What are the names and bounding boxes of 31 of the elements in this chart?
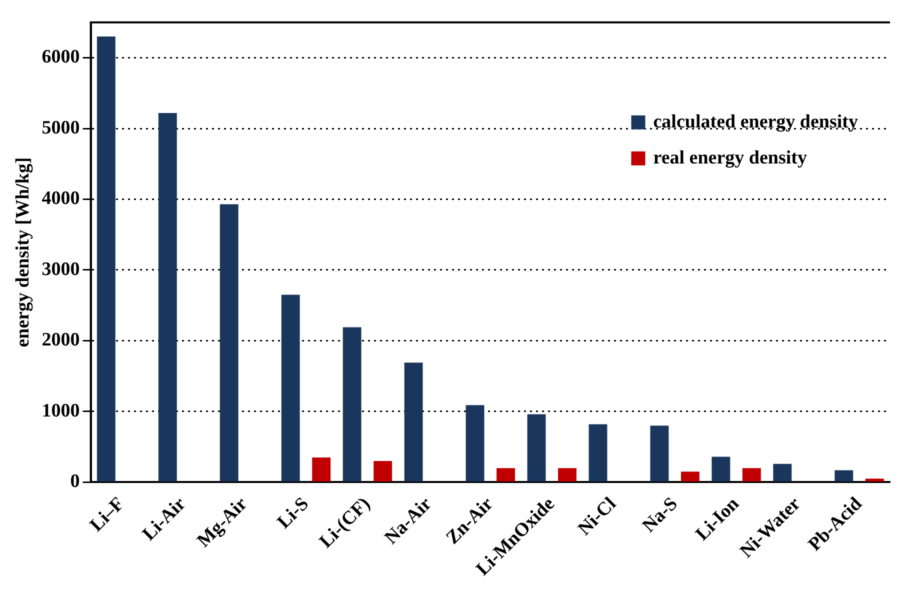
bar: [773, 464, 792, 482]
y-tick-label: 2000: [42, 330, 80, 351]
bar: [281, 294, 300, 482]
y-tick-label: 6000: [42, 46, 80, 68]
bar: [834, 470, 854, 482]
bar: [158, 112, 177, 482]
y-axis-title: energy density [Wh/kg]: [12, 157, 34, 348]
bar: [527, 414, 546, 482]
bar: [496, 468, 515, 482]
bar: [466, 405, 484, 482]
bar: [312, 457, 331, 482]
x-tick-label: Li-S: [273, 493, 313, 533]
bar: [742, 468, 761, 482]
y-tick-label: 1000: [42, 400, 80, 422]
bar: [404, 362, 423, 482]
bar: [588, 424, 608, 482]
bar: [680, 472, 700, 482]
y-tick-label: 4000: [42, 188, 80, 210]
bar: [650, 426, 669, 482]
bar: [865, 478, 884, 482]
bar: [342, 327, 362, 482]
bar: [712, 456, 730, 482]
bar: [374, 461, 392, 482]
y-tick-label: 3000: [42, 258, 80, 280]
legend-label: real energy density: [653, 147, 808, 168]
legend-label: calculated energy density: [653, 111, 858, 132]
y-tick-label: 5000: [42, 117, 80, 138]
bar: [220, 204, 238, 482]
bar: [96, 36, 116, 482]
bar: [558, 468, 576, 482]
y-tick-label: 0: [70, 471, 80, 492]
